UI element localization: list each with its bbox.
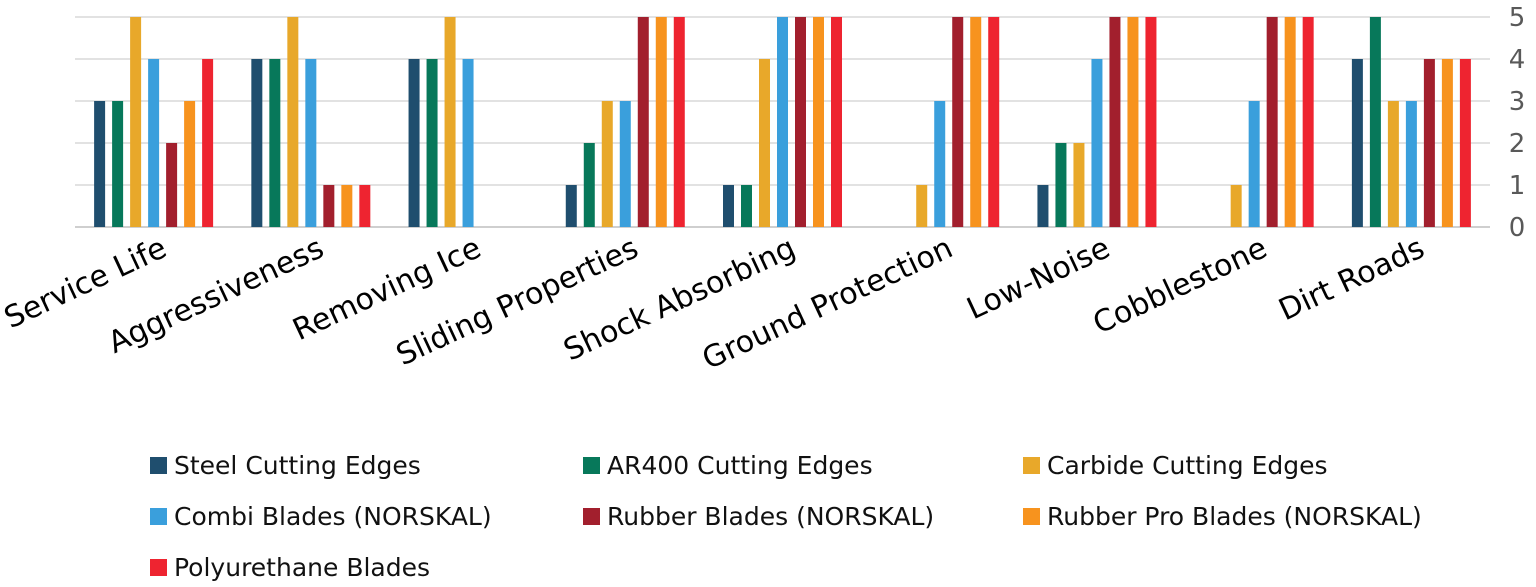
bar [1459, 59, 1471, 227]
bar [444, 17, 456, 227]
bar [269, 59, 281, 227]
legend-item: Carbide Cutting Edges [1023, 445, 1328, 485]
bar [1230, 185, 1242, 227]
bar [916, 185, 928, 227]
x-tick-label: Dirt Roads [1274, 231, 1430, 329]
bar [408, 59, 420, 227]
bar [1109, 17, 1121, 227]
bar [619, 101, 631, 227]
legend-swatch [150, 456, 167, 474]
bar [970, 17, 982, 227]
legend-label: Rubber Pro Blades (NORSKAL) [1047, 501, 1422, 531]
bar [673, 17, 685, 227]
bars [94, 17, 1471, 227]
legend-swatch [150, 507, 167, 525]
bar [1073, 143, 1085, 227]
bar [1248, 101, 1260, 227]
bar [655, 17, 667, 227]
bar [130, 17, 142, 227]
bar [1405, 101, 1417, 227]
bar [1284, 17, 1296, 227]
y-tick-label: 4 [1509, 45, 1526, 75]
bar [1145, 17, 1157, 227]
bar [723, 185, 734, 227]
legend-item: Rubber Pro Blades (NORSKAL) [1023, 496, 1422, 536]
bar [1055, 143, 1067, 227]
legend-item: AR400 Cutting Edges [583, 445, 873, 485]
bar [777, 17, 788, 227]
bar [1302, 17, 1314, 227]
bar [583, 143, 595, 227]
bar [94, 101, 106, 227]
legend-swatch [1023, 456, 1040, 474]
bar [988, 17, 1000, 227]
bar [287, 17, 299, 227]
bar [1423, 59, 1435, 227]
bar [202, 59, 214, 227]
legend-label: Combi Blades (NORSKAL) [174, 501, 492, 531]
bar [1266, 17, 1278, 227]
legend-label: Polyurethane Blades [174, 552, 431, 582]
bar [759, 59, 770, 227]
bar [251, 59, 263, 227]
bar [565, 185, 577, 227]
bar [1037, 185, 1049, 227]
bar [1091, 59, 1103, 227]
bar [1351, 59, 1363, 227]
bar [1441, 59, 1453, 227]
y-tick-label: 0 [1509, 213, 1526, 243]
legend-label: Steel Cutting Edges [174, 450, 421, 480]
bar [637, 17, 649, 227]
bar-chart: 0 1 2 3 4 5 Service LifeAggressivenessRemovin… [0, 3, 1526, 378]
legend-swatch [583, 456, 600, 474]
bar [341, 185, 353, 227]
bar [112, 101, 124, 227]
legend-swatch [1023, 507, 1040, 525]
x-tick-label: Cobblestone [1088, 231, 1273, 342]
bar [952, 17, 964, 227]
y-tick-label: 5 [1509, 3, 1526, 33]
bar [305, 59, 317, 227]
x-tick-label: Ground Protection [697, 231, 958, 378]
y-axis-tick-labels: 0 1 2 3 4 5 [1509, 3, 1526, 243]
bar [184, 101, 196, 227]
bar [426, 59, 438, 227]
bar [831, 17, 842, 227]
bar [601, 101, 613, 227]
legend-swatch [583, 507, 600, 525]
legend-item: Combi Blades (NORSKAL) [150, 496, 492, 536]
legend-item: Polyurethane Blades [150, 547, 430, 587]
legend-swatch [150, 558, 167, 576]
legend-label: Rubber Blades (NORSKAL) [607, 501, 935, 531]
legend-item: Steel Cutting Edges [150, 445, 421, 485]
legend-label: Carbide Cutting Edges [1047, 450, 1328, 480]
legend-item: Rubber Blades (NORSKAL) [583, 496, 934, 536]
bar [1369, 17, 1381, 227]
bar [813, 17, 824, 227]
bar [323, 185, 335, 227]
y-tick-label: 2 [1509, 129, 1526, 159]
bar [1127, 17, 1139, 227]
y-tick-label: 1 [1509, 171, 1526, 201]
bar [741, 185, 752, 227]
bar [934, 101, 946, 227]
bar [795, 17, 806, 227]
bar [148, 59, 160, 227]
bar [462, 59, 474, 227]
y-tick-label: 3 [1509, 87, 1526, 117]
legend-label: AR400 Cutting Edges [607, 450, 873, 480]
bar [1387, 101, 1399, 227]
bar [166, 143, 178, 227]
bar [359, 185, 371, 227]
